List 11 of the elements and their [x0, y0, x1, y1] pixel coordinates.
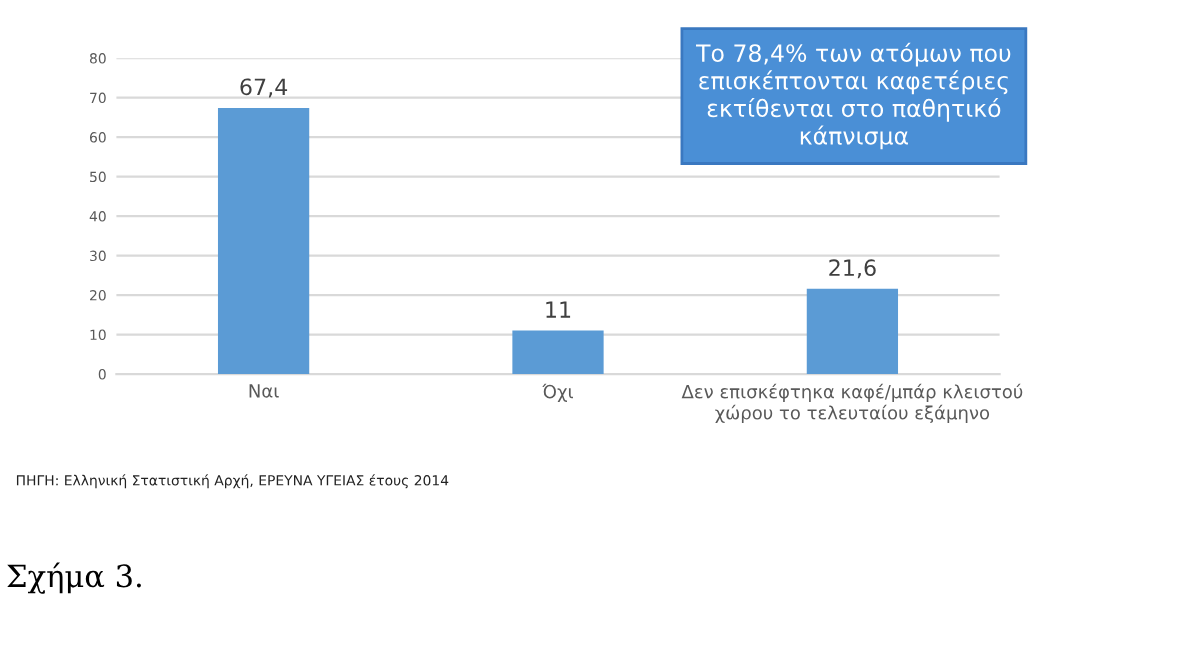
bar: [806, 288, 899, 375]
annotation: Το 78,4% των ατόμων που επισκέπτονται καφετέριες εκτίθενται στο παθητικό κάπνισμα: [696, 42, 1011, 150]
x-tick-label: Ναι: [249, 384, 279, 398]
data-label: 67,4: [240, 78, 288, 98]
x-tick-label: Όχι: [542, 383, 573, 402]
data-label: 21,6: [829, 259, 876, 279]
bar: [512, 330, 604, 375]
data-label: 11: [546, 301, 571, 318]
bar: [217, 107, 310, 375]
x-tick-label: Δεν επισκέφτηκα καφέ/μπάρ κλειστού χώρου το τελευταίου εξάμηνο: [681, 383, 1023, 424]
text: Σχήμα 3.: [7, 562, 141, 594]
